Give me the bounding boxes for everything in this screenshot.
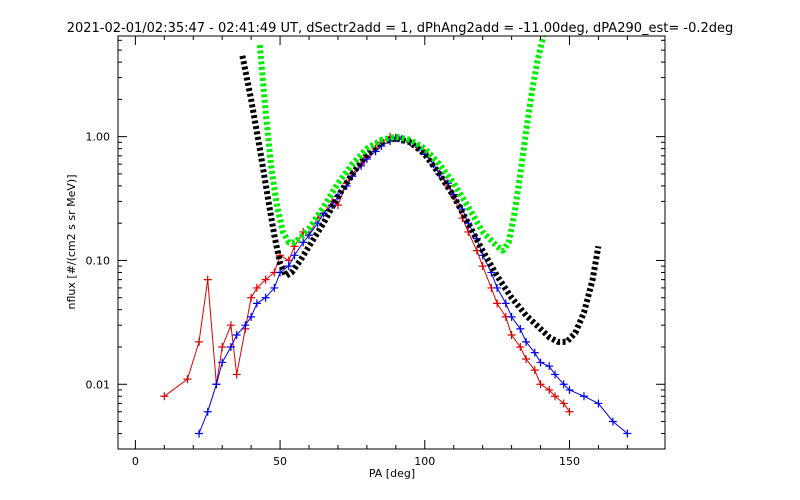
series-2-point [203,275,212,284]
series-3-point [545,362,554,371]
series-3-point [241,321,250,330]
chart-title: 2021-02-01/02:35:47 - 02:41:49 UT, dSect… [67,21,734,36]
series-2-point [261,275,270,284]
series-3-point [203,407,212,416]
series-3-point [247,312,256,321]
x-axis: 0 50 100 150 [132,36,628,468]
series-2-point [478,262,487,271]
y-tick-label: 0.10 [86,254,111,267]
series-3-point [232,330,241,339]
series-3-point [252,299,261,308]
series-3-point [551,370,560,379]
series-2-point [160,392,169,401]
series-2-point [226,321,235,330]
series-2-point [183,375,192,384]
plot-series-group [160,36,632,438]
series-3-point [493,283,502,292]
series-2-point [507,330,516,339]
series-3-point [594,399,603,408]
x-tick-label: 150 [559,455,580,468]
series-3-point [226,342,235,351]
series-2-point [195,337,204,346]
series-3-point [530,348,539,357]
series-3-point [608,417,617,426]
series-3-point [536,358,545,367]
series-3-point [507,312,516,321]
series-3-point [212,380,221,389]
series-3-point [565,385,574,394]
y-axis-label: nflux [#/(cm2 s sr MeV)] [65,175,78,310]
series-2-point [565,407,574,416]
series-line-0 [239,55,602,345]
series-3-point [516,324,525,333]
series-2-point [551,392,560,401]
series-2-point [536,380,545,389]
x-tick-label: 50 [273,455,287,468]
y-axis: 0.01 0.10 1.00 [86,39,665,450]
series-line-1 [256,36,547,254]
y-tick-label: 1.00 [86,131,111,144]
series-3-point [195,429,204,438]
series-3-point [218,358,227,367]
series-3-point [290,251,299,260]
series-3-point [284,262,293,271]
series-3-point [501,299,510,308]
series-2-point [516,342,525,351]
series-3-point [579,392,588,401]
series-2-point [522,354,531,363]
plot-data-layer [160,36,632,438]
x-axis-label: PA [deg] [369,467,415,480]
series-3-point [270,283,279,292]
x-tick-label: 100 [414,455,435,468]
series-2-point [232,370,241,379]
series-3-point [559,380,568,389]
series-3-point [305,231,314,240]
series-2-point [218,342,227,351]
series-3-point [299,238,308,247]
series-3-point [522,337,531,346]
series-3-point [261,293,270,302]
series-2-point [252,283,261,292]
series-2-point [545,385,554,394]
series-3-point [623,429,632,438]
x-tick-label: 0 [132,455,139,468]
series-2-point [530,366,539,375]
series-2-point [559,399,568,408]
y-tick-label: 0.01 [86,378,111,391]
series-2-point [247,293,256,302]
plot-frame [117,35,666,450]
series-2-point [493,299,502,308]
